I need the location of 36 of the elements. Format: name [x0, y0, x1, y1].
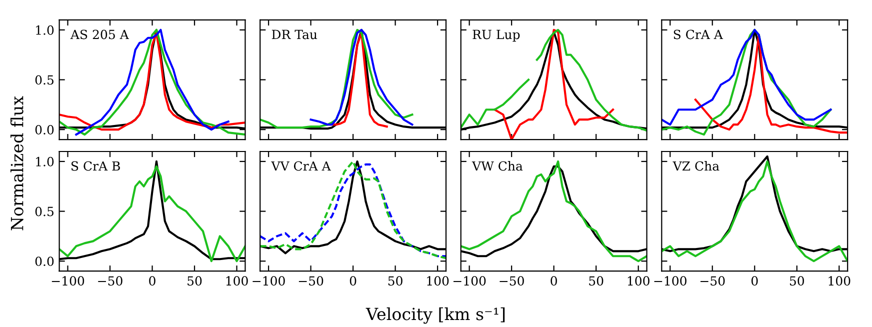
x-tick-label: 50: [790, 276, 804, 286]
text: S CrA B: [72, 161, 120, 171]
x-tick-label: 0: [350, 276, 356, 286]
text: S CrA A: [674, 30, 724, 40]
text: DR Tau: [272, 30, 318, 40]
x-tick-label: 50: [188, 276, 202, 286]
text: VZ Cha: [672, 161, 720, 171]
y-tick-label: 0.0: [35, 125, 54, 134]
x-tick-label: −100: [453, 276, 486, 286]
x-tick-label: 50: [388, 276, 402, 286]
text: VV CrA A: [271, 161, 331, 171]
y-tick-label: 0.5: [35, 75, 54, 85]
y-tick-label: 1.0: [36, 25, 54, 35]
x-tick-label: 0: [751, 276, 758, 286]
x-tick-label: −50: [298, 276, 324, 286]
text: RU Lup: [472, 30, 520, 42]
y-tick-label: 1.0: [36, 156, 54, 166]
x-tick-label: −50: [500, 276, 524, 286]
text: VW Cha: [472, 161, 523, 171]
x-tick-label: −100: [252, 276, 285, 286]
x-tick-label: −50: [700, 276, 725, 286]
x-tick-label: 100: [427, 276, 449, 286]
x-tick-label: −100: [654, 276, 686, 286]
x-tick-label: 0: [149, 276, 156, 286]
x-tick-label: −50: [98, 276, 122, 286]
x-tick-label: 0: [550, 276, 557, 286]
x-tick-label: 100: [628, 276, 650, 286]
y-tick-label: 0.0: [35, 256, 54, 266]
x-tick-label: −100: [52, 276, 84, 286]
text: AS 205 A: [70, 30, 129, 40]
x-tick-label: 50: [589, 276, 604, 286]
x-tick-label: 100: [828, 276, 850, 286]
y-axis-title: Normalized flux: [10, 96, 24, 230]
y-tick-label: 0.5: [35, 206, 54, 216]
x-axis-title: Velocity [km s⁻¹]: [366, 307, 505, 324]
x-tick-label: 100: [226, 276, 248, 286]
